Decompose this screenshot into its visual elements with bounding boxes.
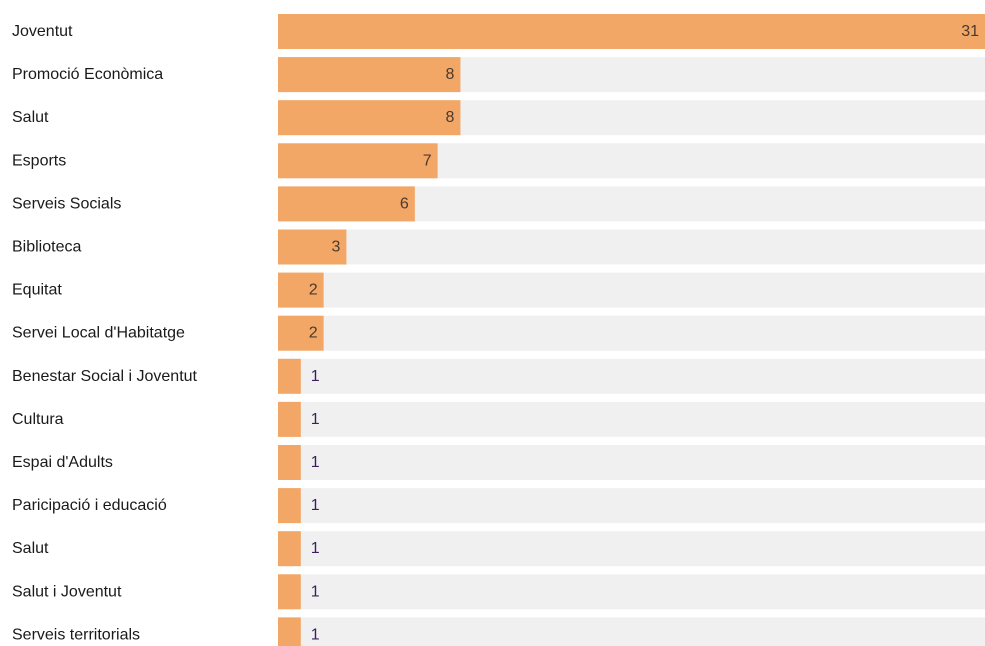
bar xyxy=(278,186,415,222)
bar xyxy=(278,14,985,49)
category-label: Esports xyxy=(12,152,66,169)
bar xyxy=(278,272,324,308)
bar-row: Salut 1 xyxy=(12,531,985,567)
bar-track xyxy=(278,488,985,524)
value-label: 1 xyxy=(311,454,320,471)
value-label: 1 xyxy=(311,368,320,385)
bar-row: Promoció Econòmica 8 xyxy=(12,57,985,93)
bar xyxy=(278,531,301,567)
value-label: 6 xyxy=(400,195,409,212)
bar xyxy=(278,488,301,524)
bar-track xyxy=(278,315,985,351)
value-label: 2 xyxy=(309,282,318,299)
category-label: Servei Local d'Habitatge xyxy=(12,325,185,342)
value-label: 8 xyxy=(446,109,455,126)
category-label: Paricipació i educació xyxy=(12,497,167,514)
bar-track xyxy=(278,358,985,394)
bar xyxy=(278,229,347,265)
bar xyxy=(278,401,301,437)
bar-row: Biblioteca 3 xyxy=(12,229,985,265)
bar-row: Cultura 1 xyxy=(12,401,985,437)
bar-track xyxy=(278,272,985,308)
bar xyxy=(278,315,324,351)
category-label: Promoció Econòmica xyxy=(12,66,163,83)
category-label: Biblioteca xyxy=(12,239,81,256)
bar-row: Esports 7 xyxy=(12,143,985,179)
bar xyxy=(278,100,461,136)
category-label: Salut xyxy=(12,540,49,557)
bar-track xyxy=(278,574,985,610)
category-label: Salut i Joventut xyxy=(12,583,122,600)
category-label: Espai d'Adults xyxy=(12,454,113,471)
bar-track xyxy=(278,617,985,646)
value-label: 2 xyxy=(309,325,318,342)
bar xyxy=(278,358,301,394)
bar-track xyxy=(278,401,985,437)
bar xyxy=(278,574,301,610)
bar-track xyxy=(278,445,985,480)
bar-row: Serveis territorials 1 xyxy=(12,617,985,646)
value-label: 1 xyxy=(311,540,320,557)
category-label: Equitat xyxy=(12,282,62,299)
bar-row: Espai d'Adults 1 xyxy=(12,445,985,480)
bar-row: Salut 8 xyxy=(12,100,985,136)
category-label: Cultura xyxy=(12,411,64,428)
category-label: Serveis territorials xyxy=(12,626,140,643)
bar-track xyxy=(278,531,985,567)
value-label: 31 xyxy=(961,23,979,40)
value-label: 8 xyxy=(446,66,455,83)
bar-row: Joventut 31 xyxy=(12,14,985,49)
value-label: 1 xyxy=(311,411,320,428)
bar xyxy=(278,57,461,93)
category-label: Salut xyxy=(12,109,49,126)
bar-row: Benestar Social i Joventut 1 xyxy=(12,358,985,394)
bar xyxy=(278,445,301,480)
value-label: 1 xyxy=(311,497,320,514)
value-label: 1 xyxy=(311,583,320,600)
value-label: 7 xyxy=(423,152,432,169)
category-label: Benestar Social i Joventut xyxy=(12,368,198,385)
bar-track xyxy=(278,229,985,265)
category-label: Joventut xyxy=(12,23,73,40)
bar-row: Salut i Joventut 1 xyxy=(12,574,985,610)
bar-row: Servei Local d'Habitatge 2 xyxy=(12,315,985,351)
bar-row: Paricipació i educació 1 xyxy=(12,488,985,524)
bar xyxy=(278,617,301,646)
bar-row: Serveis Socials 6 xyxy=(12,186,985,222)
bar xyxy=(278,143,438,179)
value-label: 3 xyxy=(332,239,341,256)
category-label: Serveis Socials xyxy=(12,195,121,212)
bar-row: Equitat 2 xyxy=(12,272,985,308)
value-label: 1 xyxy=(311,626,320,643)
